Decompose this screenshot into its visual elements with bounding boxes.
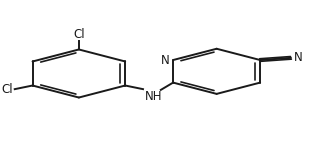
Text: N: N (160, 54, 169, 67)
Text: N: N (294, 51, 302, 64)
Text: NH: NH (145, 90, 162, 103)
Text: Cl: Cl (73, 28, 85, 41)
Text: Cl: Cl (1, 83, 13, 96)
